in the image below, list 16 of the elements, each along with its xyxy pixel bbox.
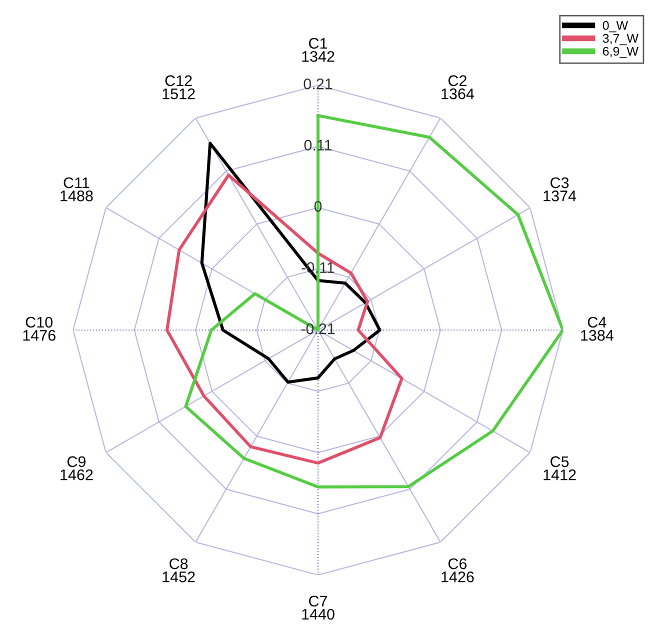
spoke-label: C4 1384 (581, 316, 614, 341)
spoke-label: C9 1462 (60, 456, 93, 480)
spoke-label: C2 1364 (442, 75, 474, 100)
spoke-label: C12 1512 (162, 75, 195, 100)
legend-label: 0_W (602, 21, 628, 32)
spoke-label: C6 1426 (442, 558, 474, 582)
spoke-label: C1 1342 (302, 38, 334, 62)
spoke-label: C5 1412 (544, 456, 576, 480)
legend-label: 3,7_W (602, 34, 638, 46)
spoke-label: C11 1488 (60, 177, 93, 202)
spoke-label: C3 1374 (544, 177, 576, 202)
y-tick-label: 0.21 (304, 78, 332, 90)
spoke-label: C10 1476 (23, 316, 56, 341)
spoke-label: C8 1452 (162, 558, 195, 582)
spoke-label: C7 1440 (302, 596, 334, 620)
legend-label: 6,9_W (602, 46, 638, 58)
